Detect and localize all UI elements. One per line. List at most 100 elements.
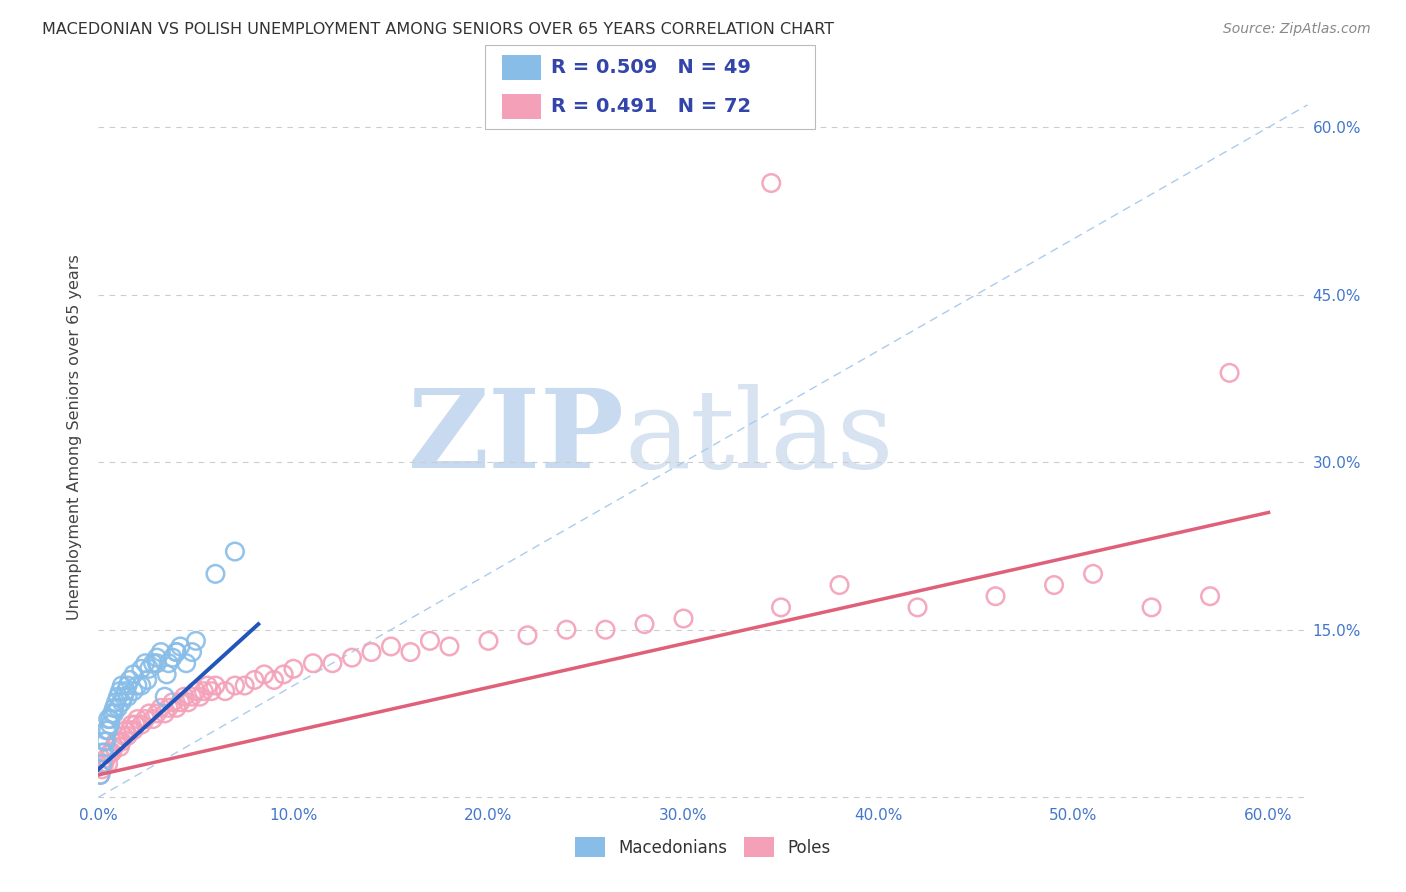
Point — [117, 729, 139, 743]
Y-axis label: Unemployment Among Seniors over 65 years: Unemployment Among Seniors over 65 years — [67, 254, 83, 620]
Point — [595, 623, 617, 637]
Point — [224, 544, 246, 558]
Point — [134, 712, 156, 726]
Point — [162, 695, 184, 709]
Point — [107, 734, 129, 748]
Point — [93, 756, 115, 771]
Point — [121, 717, 143, 731]
Point — [157, 657, 180, 671]
Point — [253, 667, 276, 681]
Point — [114, 723, 136, 738]
Point — [165, 701, 187, 715]
Point — [157, 701, 180, 715]
Point — [153, 690, 176, 704]
Point — [184, 633, 207, 648]
Point — [114, 684, 136, 698]
Point — [146, 706, 169, 721]
Point — [117, 690, 139, 704]
Point — [96, 723, 118, 738]
Point — [174, 657, 197, 671]
Point — [173, 690, 195, 704]
Point — [380, 640, 402, 654]
Point — [104, 734, 127, 748]
Point — [103, 701, 125, 715]
Point — [181, 645, 204, 659]
Point — [97, 756, 120, 771]
Point — [204, 566, 226, 581]
Point — [146, 650, 169, 665]
Point — [146, 657, 169, 671]
Point — [108, 684, 131, 698]
Point — [200, 684, 222, 698]
Point — [193, 684, 215, 698]
Point — [96, 734, 118, 748]
Point — [117, 679, 139, 693]
Point — [633, 617, 655, 632]
Text: R = 0.491   N = 72: R = 0.491 N = 72 — [551, 96, 751, 116]
Point — [97, 712, 120, 726]
Point — [107, 701, 129, 715]
Point — [118, 723, 141, 738]
Point — [142, 712, 165, 726]
Legend: Macedonians, Poles: Macedonians, Poles — [568, 830, 838, 864]
Point — [93, 734, 115, 748]
Point — [112, 690, 135, 704]
Point — [188, 690, 211, 704]
Point — [131, 662, 153, 676]
Point — [124, 717, 146, 731]
Point — [340, 650, 363, 665]
Point — [136, 673, 159, 687]
Point — [149, 701, 172, 715]
Point — [984, 589, 1007, 603]
Point — [122, 723, 145, 738]
Point — [233, 679, 256, 693]
Point — [101, 746, 124, 760]
Point — [91, 756, 114, 771]
Point — [138, 706, 160, 721]
Point — [149, 645, 172, 659]
Point — [1043, 578, 1066, 592]
Text: MACEDONIAN VS POLISH UNEMPLOYMENT AMONG SENIORS OVER 65 YEARS CORRELATION CHART: MACEDONIAN VS POLISH UNEMPLOYMENT AMONG … — [42, 22, 834, 37]
Point — [97, 723, 120, 738]
Point — [98, 717, 121, 731]
Point — [104, 695, 127, 709]
Point — [907, 600, 929, 615]
Point — [555, 623, 578, 637]
Text: R = 0.509   N = 49: R = 0.509 N = 49 — [551, 58, 751, 78]
Point — [273, 667, 295, 681]
Point — [156, 667, 179, 681]
Text: Source: ZipAtlas.com: Source: ZipAtlas.com — [1223, 22, 1371, 37]
Point — [1219, 366, 1241, 380]
Point — [122, 684, 145, 698]
Point — [131, 717, 153, 731]
Point — [108, 739, 131, 754]
Point — [111, 734, 134, 748]
Point — [302, 657, 325, 671]
Text: ZIP: ZIP — [408, 384, 624, 491]
Point — [214, 684, 236, 698]
Point — [672, 611, 695, 625]
Point — [439, 640, 461, 654]
Point — [360, 645, 382, 659]
Point — [127, 679, 149, 693]
Point — [142, 657, 165, 671]
Point — [761, 176, 783, 190]
Point — [107, 690, 129, 704]
Point — [828, 578, 851, 592]
Point — [224, 679, 246, 693]
Point — [112, 729, 135, 743]
Point — [91, 762, 114, 776]
Point — [177, 695, 200, 709]
Point — [134, 657, 156, 671]
Point — [769, 600, 792, 615]
Point — [321, 657, 343, 671]
Point — [127, 712, 149, 726]
Point — [204, 679, 226, 693]
Point — [98, 712, 121, 726]
Point — [153, 706, 176, 721]
Point — [98, 746, 121, 760]
Point — [243, 673, 266, 687]
Point — [89, 768, 111, 782]
Point — [162, 650, 184, 665]
Point — [399, 645, 422, 659]
